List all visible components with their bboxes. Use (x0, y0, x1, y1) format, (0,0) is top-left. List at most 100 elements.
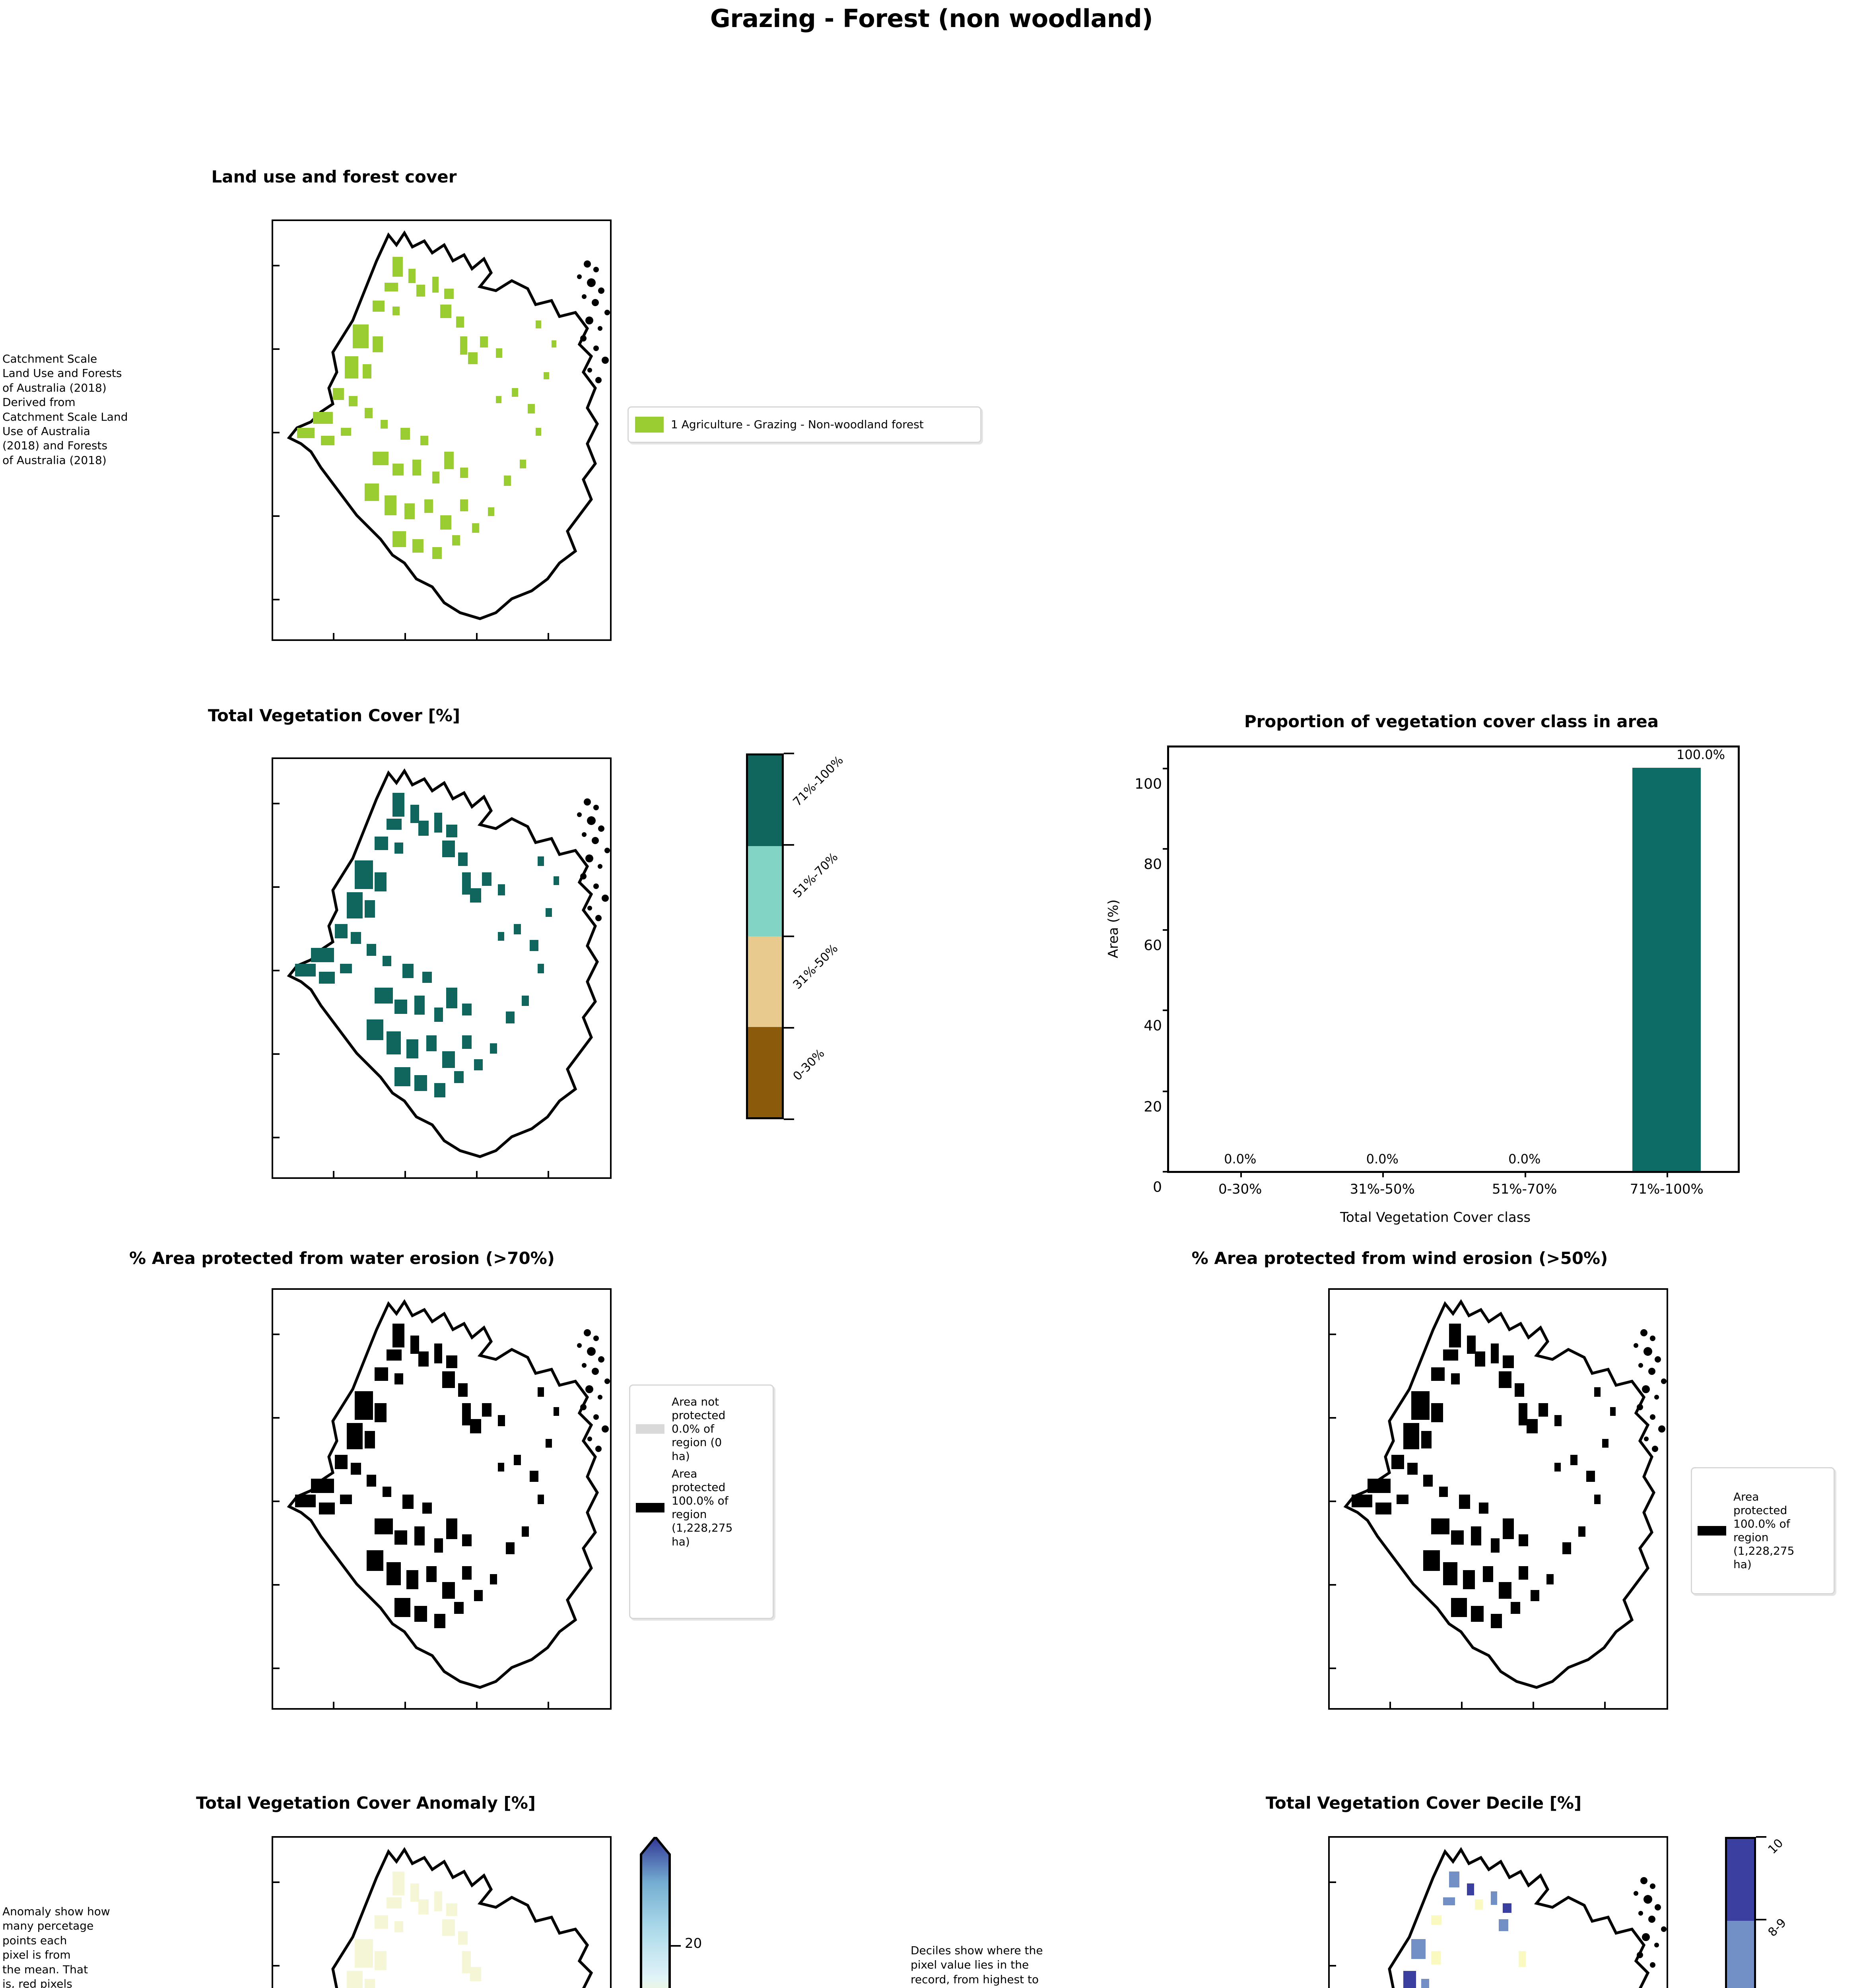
bar-71-100[interactable] (1632, 768, 1701, 1171)
map-tick (1604, 1702, 1606, 1708)
anomaly-map-svg (331, 1847, 593, 1988)
decile-map (1328, 1836, 1668, 1988)
bar-value-label-51-70: 0.0% (1508, 1151, 1541, 1167)
map-tick (1330, 1881, 1336, 1883)
map-tick (333, 1702, 334, 1708)
anomaly-colorbar-svg (640, 1835, 671, 1988)
cbar-label-31-50: 31%-50% (790, 942, 841, 992)
map-tick (404, 1171, 406, 1177)
map-tick (404, 1702, 406, 1708)
anomaly-panel-title: Total Vegetation Cover Anomaly [%] (196, 1793, 536, 1813)
map-tick (273, 432, 280, 433)
landuse-legend[interactable]: 1 Agriculture - Grazing - Non-woodland f… (627, 406, 981, 443)
map-tick (273, 1334, 280, 1335)
decile-map-svg (1388, 1847, 1667, 1988)
page-title: Grazing - Forest (non woodland) (710, 4, 1153, 33)
water-erosion-legend[interactable]: Area not protected 0.0% of region (0 ha)… (629, 1384, 774, 1619)
map-tick (476, 1171, 478, 1177)
xtick-mark (1667, 1171, 1669, 1177)
legend-swatch-protected (1698, 1526, 1726, 1536)
landuse-panel-title: Land use and forest cover (211, 167, 457, 186)
water-erosion-legend-row-protected[interactable]: Area protected 100.0% of region (1,228,2… (636, 1467, 767, 1549)
cbar-label-51-70: 51%-70% (790, 850, 841, 901)
ytick-mark (1163, 848, 1169, 850)
bar-value-label-71-100: 100.0% (1677, 747, 1725, 763)
ytick-mark (1163, 768, 1169, 770)
legend-swatch-protected (636, 1503, 664, 1513)
ytick-label-100: 100 (1135, 776, 1162, 792)
ytick-label-80: 80 (1144, 856, 1162, 873)
decile-cbar-tick (1756, 1919, 1766, 1920)
map-tick (273, 1965, 280, 1967)
vegcover-map (272, 757, 612, 1179)
barchart-xlabel: Total Vegetation Cover class (1340, 1209, 1531, 1225)
xtick-label-71-100: 71%-100% (1630, 1181, 1704, 1197)
map-tick (333, 1171, 334, 1177)
map-tick (548, 1171, 549, 1177)
anomaly-colorbar (639, 1835, 671, 1988)
map-tick (476, 633, 478, 639)
map-tick (1330, 1965, 1336, 1967)
bar-value-label-0-30: 0.0% (1224, 1151, 1257, 1167)
ytick-label-20: 20 (1144, 1099, 1162, 1115)
water-erosion-map (272, 1288, 612, 1710)
anomaly-cbar-label-20: 20 (685, 1936, 702, 1951)
map-tick (1330, 1584, 1336, 1586)
cbar-segment-71-100 (748, 755, 782, 846)
map-tick (273, 803, 280, 804)
map-tick (273, 1417, 280, 1419)
map-tick (273, 1584, 280, 1586)
landuse-source-note: Catchment Scale Land Use and Forests of … (2, 352, 128, 467)
map-tick (273, 1137, 280, 1138)
map-tick (1330, 1334, 1336, 1335)
map-tick (1330, 1417, 1336, 1419)
wind-erosion-legend-row-protected[interactable]: Area protected 100.0% of region (1,228,2… (1698, 1490, 1794, 1572)
cbar-tick (784, 1027, 794, 1029)
anomaly-map (272, 1836, 612, 1988)
ytick-label-60: 60 (1144, 937, 1162, 954)
map-tick (273, 970, 280, 971)
water-erosion-legend-row-not-protected[interactable]: Area not protected 0.0% of region (0 ha) (636, 1395, 767, 1463)
cbar-tick (784, 753, 794, 754)
cbar-label-0-30: 0-30% (790, 1046, 828, 1083)
cbar-segment-51-70 (748, 846, 782, 936)
decile-cbar-label-10: 10 (1765, 1836, 1786, 1857)
map-tick (273, 886, 280, 888)
map-tick (273, 1053, 280, 1055)
map-tick (333, 633, 334, 639)
cbar-tick (784, 844, 794, 846)
ytick-mark (1163, 1010, 1169, 1011)
cbar-tick (784, 936, 794, 937)
legend-label-not-protected: Area not protected 0.0% of region (0 ha) (672, 1395, 726, 1463)
map-tick (1330, 1501, 1336, 1502)
water-erosion-panel-title: % Area protected from water erosion (>70… (129, 1248, 555, 1268)
bar-value-label-31-50: 0.0% (1366, 1151, 1399, 1167)
water-erosion-map-svg (287, 1299, 610, 1689)
wind-erosion-legend[interactable]: Area protected 100.0% of region (1,228,2… (1691, 1467, 1835, 1594)
landuse-legend-swatch (635, 417, 664, 433)
map-tick (273, 1668, 280, 1669)
barchart-axes: 100 80 60 40 20 0 0.0% 0.0% 0.0% 100.0% … (1135, 746, 1740, 1197)
map-tick (548, 1702, 549, 1708)
xtick-mark (1524, 1171, 1526, 1177)
cbar-segment-8-9 (1727, 1921, 1754, 1988)
cbar-tick (784, 1118, 794, 1120)
map-tick (1461, 1702, 1463, 1708)
landuse-map-svg (287, 230, 610, 620)
decile-note: Deciles show where the pixel value lies … (911, 1944, 1043, 1988)
xtick-mark (1240, 1171, 1242, 1177)
decile-cbar-label-8-9: 8-9 (1765, 1916, 1789, 1939)
cbar-segment-0-30 (748, 1027, 782, 1117)
xtick-mark (1382, 1171, 1384, 1177)
ytick-mark (1163, 1171, 1169, 1173)
anomaly-cbar-tick (670, 1945, 681, 1947)
landuse-legend-label: 1 Agriculture - Grazing - Non-woodland f… (671, 417, 924, 431)
cbar-segment-10 (1727, 1839, 1754, 1921)
cbar-label-71-100: 71%-100% (790, 753, 846, 809)
barchart-title: Proportion of vegetation cover class in … (1244, 712, 1659, 731)
ytick-label-0: 0 (1153, 1179, 1162, 1196)
map-tick (548, 633, 549, 639)
decile-panel-title: Total Vegetation Cover Decile [%] (1265, 1793, 1582, 1813)
xtick-label-51-70: 51%-70% (1492, 1181, 1557, 1197)
map-tick (273, 1501, 280, 1502)
